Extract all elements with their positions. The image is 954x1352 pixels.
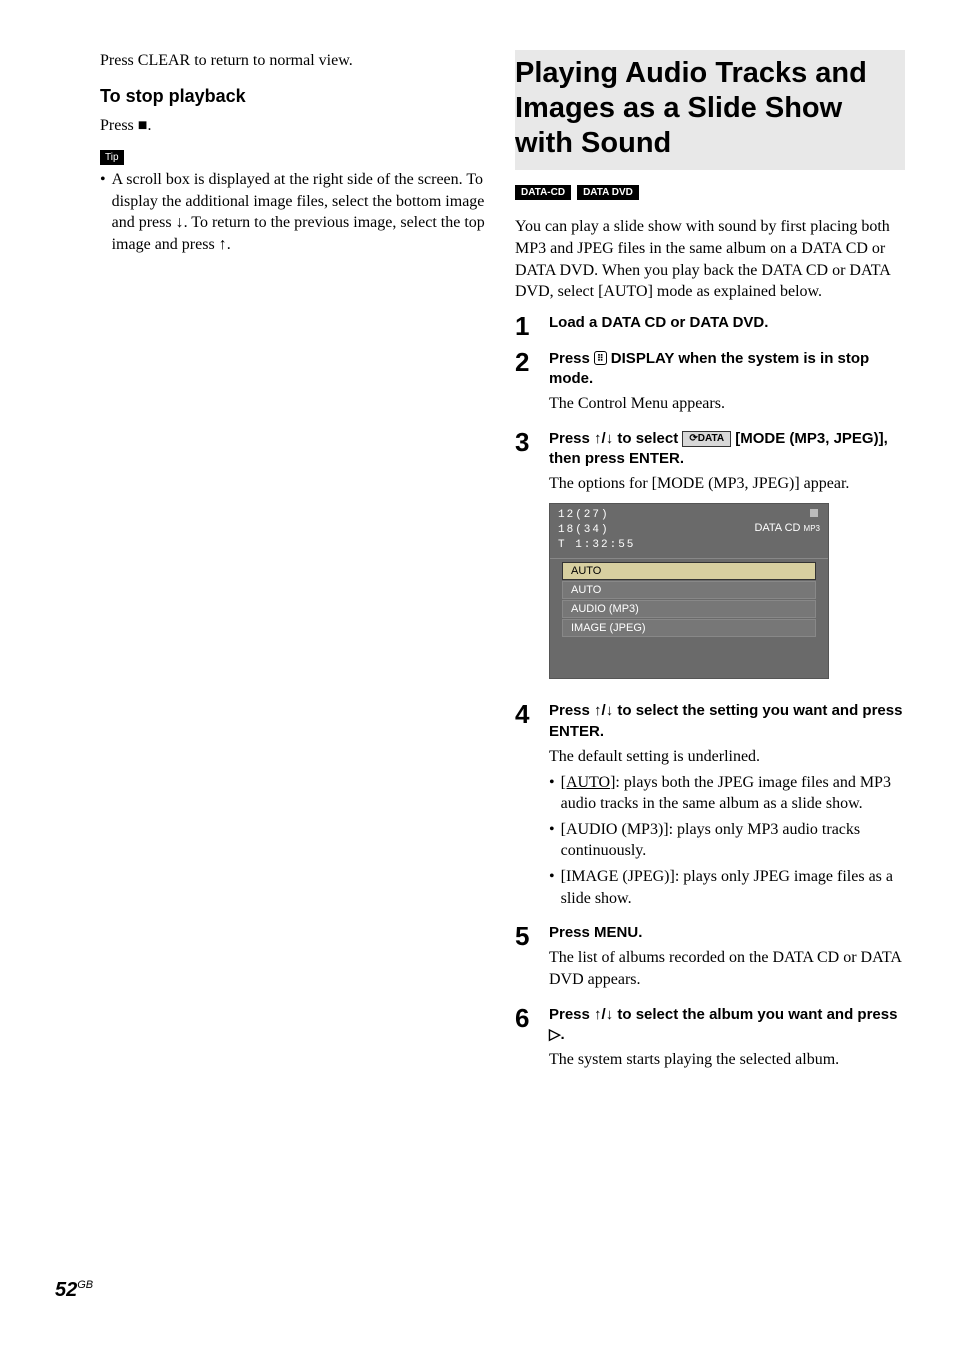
stop-playback-text: Press ■. [100,115,485,137]
osd-line3: T 1:32:55 [558,538,820,553]
step-2: 2 Press ⠿ DISPLAY when the system is in … [515,349,905,419]
step-1-head: Load a DATA CD or DATA DVD. [549,313,905,333]
osd-line1: 12(27) [558,508,820,523]
step-5-head: Press MENU. [549,923,905,943]
bullet-icon: • [549,772,555,815]
badge-datadvd: DATA DVD [577,185,639,200]
bullet-icon: • [549,819,555,862]
step-5-text: The list of albums recorded on the DATA … [549,947,905,990]
osd-opt-0: AUTO [562,581,816,599]
left-intro: Press CLEAR to return to normal view. [100,50,485,72]
step-1-num: 1 [515,313,549,339]
step-6-text: The system starts playing the selected a… [549,1049,905,1071]
step-3-head-a: Press ↑/↓ to select [549,430,682,447]
right-column: Playing Audio Tracks and Images as a Sli… [515,50,905,1085]
bullet-icon: • [549,866,555,909]
page-footer: 52GB [55,1279,93,1302]
osd-mid: AUTO AUTO AUDIO (MP3) IMAGE (JPEG) [550,559,828,640]
mode-icon: ⟳DATA [682,431,731,447]
step-3-text: The options for [MODE (MP3, JPEG)] appea… [549,473,905,495]
osd-datacd: DATA CD MP3 [754,522,820,534]
step-6-head: Press ↑/↓ to select the album you want a… [549,1005,905,1046]
step-4-item-0-u: [AUTO] [561,774,616,791]
right-intro: You can play a slide show with sound by … [515,216,905,302]
step-4-num: 4 [515,701,549,913]
step-4-item-0-text: [AUTO]: plays both the JPEG image files … [561,772,905,815]
step-2-head: Press ⠿ DISPLAY when the system is in st… [549,349,905,390]
osd-opt-1: AUDIO (MP3) [562,600,816,618]
tip-text: A scroll box is displayed at the right s… [112,169,485,255]
osd-datacd-label: DATA CD [754,522,800,534]
section-title: Playing Audio Tracks and Images as a Sli… [515,50,905,170]
step-4-item-1: • [AUDIO (MP3)]: plays only MP3 audio tr… [549,819,905,862]
step-3: 3 Press ↑/↓ to select ⟳DATA [MODE (MP3, … [515,429,905,692]
page-region: GB [77,1279,93,1291]
stop-text-b: . [147,117,151,134]
step-4-list: • [AUTO]: plays both the JPEG image file… [549,772,905,910]
step-6-num: 6 [515,1005,549,1075]
display-icon: ⠿ [594,351,607,365]
step-2-head-a: Press [549,350,594,367]
step-2-num: 2 [515,349,549,419]
step-4-head: Press ↑/↓ to select the setting you want… [549,701,905,742]
page-number: 52 [55,1279,77,1301]
osd-stop-icon [810,509,818,517]
step-4-item-0: • [AUTO]: plays both the JPEG image file… [549,772,905,815]
stop-text-a: Press [100,117,138,134]
step-4-item-2-text: [IMAGE (JPEG)]: plays only JPEG image fi… [561,866,905,909]
badge-datacd: DATA-CD [515,185,571,200]
tip-paragraph: • A scroll box is displayed at the right… [100,169,485,255]
osd-selected: AUTO [562,562,816,580]
osd-panel: 12(27) 18(34) T 1:32:55 DATA CD MP3 AUTO… [549,503,829,680]
stop-icon: ■ [138,117,148,134]
left-column: Press CLEAR to return to normal view. To… [100,50,485,1085]
page-content: Press CLEAR to return to normal view. To… [0,0,954,1085]
step-5-num: 5 [515,923,549,994]
step-4-item-1-text: [AUDIO (MP3)]: plays only MP3 audio trac… [561,819,905,862]
stop-playback-heading: To stop playback [100,86,485,107]
step-3-head: Press ↑/↓ to select ⟳DATA [MODE (MP3, JP… [549,429,905,470]
osd-top: 12(27) 18(34) T 1:32:55 DATA CD MP3 [550,504,828,560]
osd-bottom [550,640,828,678]
tip-bullet: • [100,169,106,255]
step-4: 4 Press ↑/↓ to select the setting you wa… [515,701,905,913]
domain-badges: DATA-CD DATA DVD [515,182,905,200]
step-3-num: 3 [515,429,549,692]
step-1: 1 Load a DATA CD or DATA DVD. [515,313,905,339]
step-2-text: The Control Menu appears. [549,393,905,415]
osd-datacd-sub: MP3 [804,524,820,533]
step-5: 5 Press MENU. The list of albums recorde… [515,923,905,994]
tip-badge: Tip [100,150,124,165]
step-6: 6 Press ↑/↓ to select the album you want… [515,1005,905,1075]
osd-opt-2: IMAGE (JPEG) [562,619,816,637]
step-4-item-2: • [IMAGE (JPEG)]: plays only JPEG image … [549,866,905,909]
step-4-text: The default setting is underlined. [549,746,905,768]
